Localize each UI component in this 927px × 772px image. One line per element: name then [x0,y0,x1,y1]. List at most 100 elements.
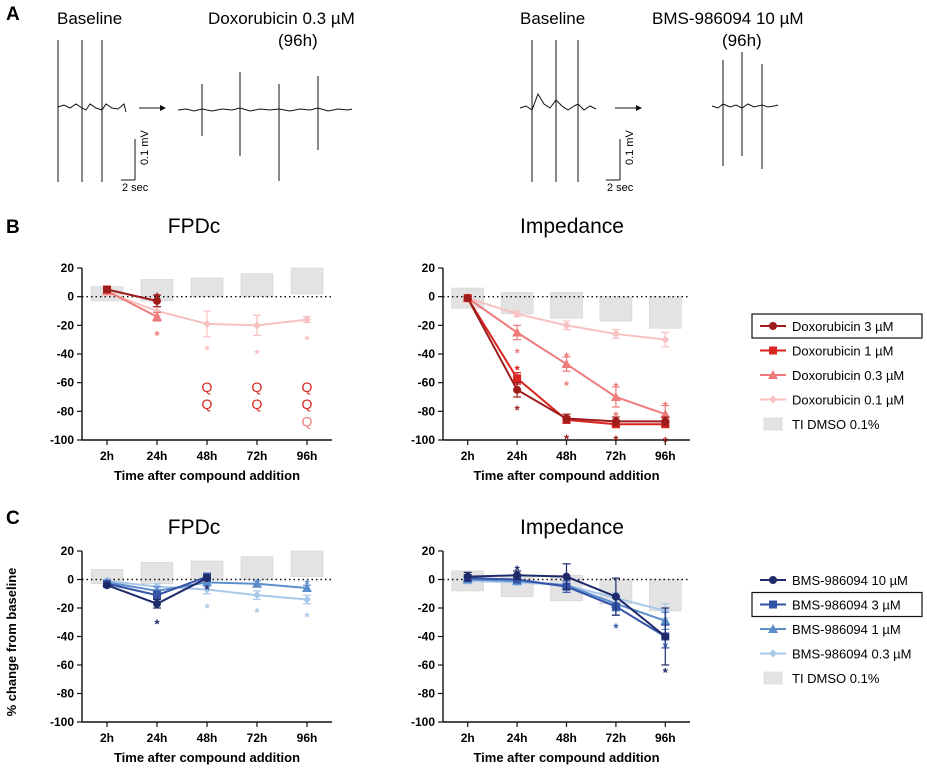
trace-a2-duration: (96h) [722,31,762,50]
y-tick-label: -100 [50,433,74,447]
annotation-star: * [564,378,570,393]
x-axis-label: Time after compound addition [473,468,659,483]
data-point [660,409,671,419]
annotation-star: * [663,639,669,654]
legend-label: Doxorubicin 0.1 µM [792,393,904,408]
annotation-q: Q [202,379,213,395]
trace-a1-baseline-label: Baseline [57,9,122,28]
x-tick-label: 24h [147,449,168,463]
series-dox3 [463,294,670,427]
legend-entry: Doxorubicin 1 µM [760,344,893,359]
annotation-star: * [663,434,669,449]
trace-a1-scale-x: 2 sec [122,182,149,194]
x-tick-label: 2h [100,731,114,745]
legend-highlight-box [751,313,923,339]
x-tick-label: 48h [197,449,218,463]
y-tick-label: -40 [418,347,436,361]
data-point [512,327,523,337]
x-tick-label: 2h [461,731,475,745]
data-point [203,585,211,594]
legend-marker [769,346,777,355]
dmso-band-72h [599,296,633,322]
y-tick-label: -60 [418,376,436,390]
annotation-star: * [254,605,260,620]
data-point [661,417,670,426]
dmso-band-96h [290,550,324,577]
y-tick-label: -60 [57,376,75,390]
annotation-star: * [613,408,619,423]
annotation-star: * [515,345,521,360]
chart-c-fpdc: FPDc 20 0 -20 -40 -60 -80 -100 2h 24h 48h 72h 96h Tim… [50,516,332,765]
data-point [513,374,522,383]
x-axis-label: Time after compound addition [114,750,300,765]
legend-marker [769,395,777,404]
dmso-band-48h [190,277,224,297]
data-point [463,572,472,581]
trace-a2-arrow [615,105,642,111]
x-tick-label: 96h [655,731,676,745]
y-tick-label: -80 [57,687,75,701]
data-point [253,591,261,600]
legend-highlight-box [751,591,923,618]
x-axis-label: Time after compound addition [473,750,659,765]
y-tick-label: 0 [428,290,435,304]
y-tick-label: 20 [61,544,75,558]
annotation-star: * [204,601,210,616]
y-tick-label: -80 [57,404,75,418]
x-tick-label: 2h [461,449,475,463]
y-tick-label: -20 [418,318,436,332]
chart-title: Impedance [520,215,624,238]
legend-marker [769,649,777,658]
y-tick-label: 0 [67,290,74,304]
legend-label: Doxorubicin 0.3 µM [792,368,904,383]
y-tick-label: -20 [57,601,75,615]
dmso-band-96h [648,296,682,329]
data-point [611,592,620,601]
x-tick-label: 72h [606,449,627,463]
x-tick-label: 24h [507,449,528,463]
annotation-q: Q [302,396,313,412]
x-tick-label: 96h [297,449,318,463]
data-point [611,329,620,338]
legend-label: BMS-986094 3 µM [792,598,901,613]
data-point [252,578,262,588]
y-tick-label: 0 [428,573,435,587]
legend-marker [768,370,778,379]
annotation-q: Q [302,379,313,395]
data-point [203,574,211,583]
legend-entry: Doxorubicin 0.1 µM [760,393,904,408]
legend-bms986094: BMS-986094 10 µM BMS-986094 3 µM BMS-98609… [751,573,923,686]
dmso-band-72h [240,273,274,297]
annotation-star: * [564,350,570,365]
annotation-star: * [515,403,521,418]
dmso-band-48h [550,292,583,319]
data-point [661,632,670,641]
data-point [103,581,111,590]
y-tick-label: 20 [422,544,436,558]
chart-b-fpdc: FPDc 20 0 -20 -40 -60 -80 -100 2h 24h 48h 72h 96h Tim… [50,215,332,483]
annotation-star: * [304,577,310,592]
y-tick-label: -100 [411,715,435,729]
y-tick-label: -20 [57,318,75,332]
annotation-star: * [564,431,570,446]
annotation-star: * [515,562,521,577]
trace-a2-scale-x: 2 sec [607,182,634,194]
dmso-band-72h [240,556,274,580]
y-tick-label: 20 [422,261,436,275]
series-line [106,290,158,318]
y-tick-label: -100 [411,433,435,447]
data-point [203,319,211,328]
legend-entry: TI DMSO 0.1% [763,417,880,432]
annotation-star: * [154,289,160,304]
data-point [610,392,621,401]
chart-b-impedance: Impedance 20 0 -20 -40 -60 -80 -100 2h 24h 48h 72h 9… [411,215,690,483]
trace-a1-treated-waveform [177,72,353,181]
annotation-star: * [204,342,210,357]
chart-c-impedance: Impedance 20 0 -20 -40 -60 -80 -100 2h 24h 48h 72h 9… [411,516,690,765]
y-tick-label: -80 [418,687,436,701]
legend-doxorubicin: Doxorubicin 3 µM Doxorubicin 1 µM Doxorubi… [751,313,923,432]
trace-a1-treatment-label: Doxorubicin 0.3 µM [208,9,355,28]
trace-a1-arrow [139,105,166,111]
legend-label: BMS-986094 1 µM [792,622,901,637]
trace-a1-scale-y: 0.1 mV [139,129,151,165]
